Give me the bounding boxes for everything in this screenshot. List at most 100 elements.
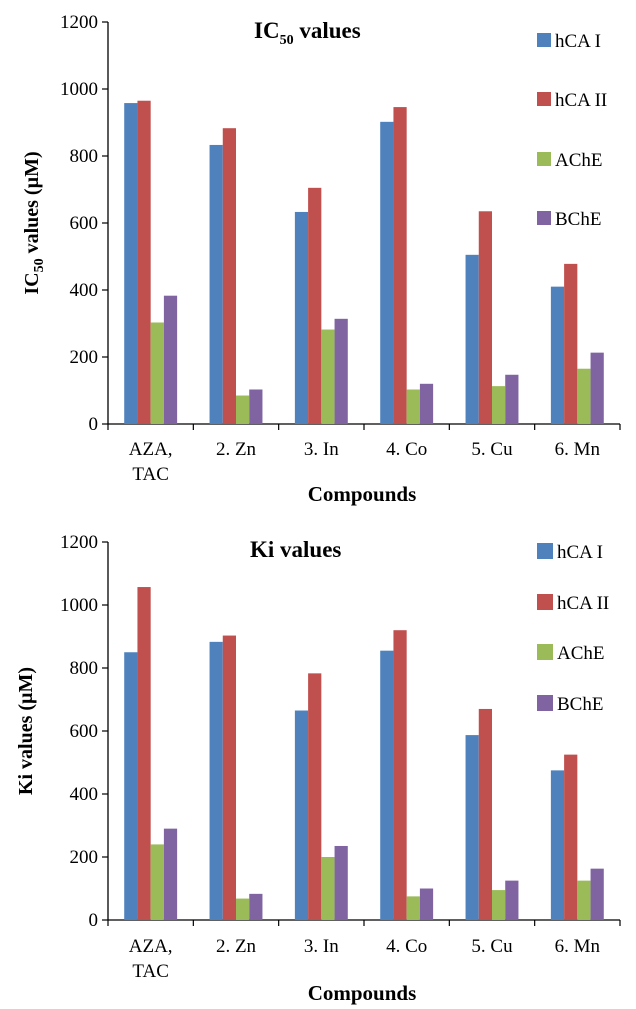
y-tick-label: 1000 <box>60 595 98 616</box>
legend-entry: hCA II <box>555 90 607 111</box>
y-tick-label: 0 <box>89 414 99 435</box>
legend-swatch <box>537 644 553 660</box>
bar-hca-ii <box>564 754 578 920</box>
x-tick-label: 5. Cu <box>471 439 513 460</box>
bar-ache <box>492 386 506 424</box>
bar-hca-ii <box>222 128 236 424</box>
legend-swatch <box>537 152 551 166</box>
y-tick-label: 1000 <box>60 79 98 100</box>
bar-hca-ii <box>393 107 407 424</box>
legend-swatch <box>537 92 551 106</box>
bar-hca-ii <box>308 673 322 920</box>
legend-swatch <box>537 594 553 610</box>
y-tick-label: 200 <box>70 847 99 868</box>
bar-hca-i <box>380 650 394 920</box>
bar-ache <box>321 857 335 920</box>
x-tick-label: 4. Co <box>386 936 427 957</box>
x-tick-label: 6. Mn <box>555 936 601 957</box>
bar-ache <box>492 890 506 920</box>
x-tick-label: 5. Cu <box>471 936 513 957</box>
y-tick-label: 600 <box>70 721 99 742</box>
bar-hca-ii <box>137 100 151 424</box>
x-tick-label: 3. In <box>304 439 339 460</box>
bar-hca-i <box>124 652 138 920</box>
bar-ache <box>236 395 250 424</box>
legend-swatch <box>537 543 553 559</box>
bar-hca-ii <box>564 263 578 424</box>
x-axis-label: Compounds <box>308 981 417 1005</box>
bar-bche <box>590 868 604 920</box>
bar-hca-i <box>550 770 565 920</box>
x-tick-label: TAC <box>132 961 168 982</box>
x-tick-label: 2. Zn <box>216 936 257 957</box>
y-tick-label: 400 <box>70 280 99 301</box>
chart-2: 0 200 400 600 800 1000 1200 AZA, TAC 2. Zn 3. In 4.… <box>15 532 621 1005</box>
bar-bche <box>163 295 178 424</box>
x-tick-label: AZA, <box>129 439 173 460</box>
bar-ache <box>406 896 420 920</box>
bar-hca-ii <box>478 708 492 920</box>
bar-bche <box>419 383 434 424</box>
y-tick-label: 0 <box>89 910 99 931</box>
x-tick-label: TAC <box>132 464 168 485</box>
bar-ache <box>321 329 335 424</box>
x-tick-label: 2. Zn <box>216 439 257 460</box>
bar-hca-i <box>294 211 309 424</box>
y-axis-label: Ki values (µM) <box>15 667 37 795</box>
bar-bche <box>334 318 348 424</box>
legend-entry: AChE <box>557 643 605 664</box>
bar-hca-i <box>294 710 309 920</box>
x-tick-label: 4. Co <box>386 439 427 460</box>
legend-entry: BChE <box>557 694 603 715</box>
bar-ache <box>150 844 164 920</box>
bar-hca-ii <box>137 587 151 920</box>
bar-bche <box>249 893 263 920</box>
chart-title: Ki values <box>250 537 341 562</box>
legend-swatch <box>537 211 551 225</box>
bar-hca-i <box>209 641 223 920</box>
legend-entry: hCA II <box>557 593 609 614</box>
y-tick-label: 400 <box>70 784 99 805</box>
bar-ache <box>577 880 591 920</box>
bar-hca-i <box>465 735 479 920</box>
bar-bche <box>249 389 263 424</box>
y-tick-label: 200 <box>70 347 99 368</box>
bar-ache <box>406 389 420 424</box>
y-axis-label: IC50 values (µM) <box>21 151 47 294</box>
bar-ache <box>236 898 250 920</box>
chart-1: 0 200 400 600 800 1000 1200 AZA, TAC 2. Zn 3. In 4.… <box>21 12 621 506</box>
bar-bche <box>419 888 434 920</box>
bar-hca-i <box>209 144 223 424</box>
x-tick-label: AZA, <box>129 936 173 957</box>
x-tick-label: 3. In <box>304 936 339 957</box>
y-tick-label: 800 <box>70 146 99 167</box>
legend-swatch <box>537 695 553 711</box>
legend-entry: BChE <box>555 209 601 230</box>
bar-hca-ii <box>393 630 407 920</box>
bar-ache <box>150 322 164 424</box>
legend-entry: AChE <box>555 150 603 171</box>
bar-hca-ii <box>222 635 236 920</box>
legend-swatch <box>537 33 551 47</box>
bar-hca-i <box>124 103 138 424</box>
y-tick-label: 1200 <box>60 12 98 33</box>
bar-hca-i <box>380 121 394 424</box>
bar-hca-ii <box>308 187 322 424</box>
bar-hca-ii <box>478 211 492 424</box>
bar-bche <box>505 374 519 424</box>
y-tick-label: 600 <box>70 213 99 234</box>
bar-hca-i <box>550 286 565 424</box>
bar-hca-i <box>465 254 479 424</box>
x-tick-label: 6. Mn <box>555 439 601 460</box>
bar-bche <box>163 828 178 920</box>
y-tick-label: 800 <box>70 658 99 679</box>
y-tick-label: 1200 <box>60 532 98 553</box>
bar-ache <box>577 368 591 424</box>
chart-title: IC50 values <box>254 18 361 48</box>
bar-bche <box>334 845 348 920</box>
legend-entry: hCA I <box>555 31 601 52</box>
bar-bche <box>505 880 519 920</box>
x-axis-label: Compounds <box>308 482 417 506</box>
legend-entry: hCA I <box>557 542 603 563</box>
